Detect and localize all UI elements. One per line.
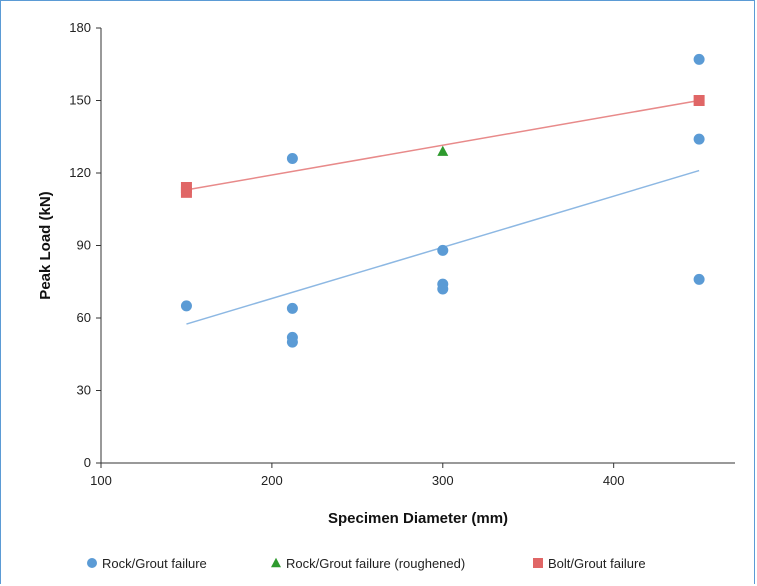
x-axis-title: Specimen Diameter (mm) (328, 510, 508, 527)
legend-marker-circle (87, 558, 97, 568)
trendline-square (186, 99, 700, 191)
legend: Rock/Grout failure Rock/Grout failure (ro… (87, 556, 646, 571)
data-point-circle (286, 336, 298, 348)
y-tick-label: 0 (84, 455, 91, 470)
x-tick-label: 300 (432, 473, 454, 488)
x-tick-label: 100 (90, 473, 112, 488)
data-point-circle (437, 283, 449, 295)
y-tick-label: 60 (77, 310, 91, 325)
legend-marker-square (533, 558, 543, 568)
legend-label: Bolt/Grout failure (548, 556, 646, 571)
y-tick-label: 30 (77, 383, 91, 398)
y-tick-label: 90 (77, 238, 91, 253)
y-axis-title: Peak Load (kN) (37, 191, 54, 299)
legend-marker-triangle (271, 557, 281, 568)
data-point-square (693, 95, 705, 106)
x-tick-label: 200 (261, 473, 283, 488)
data-point-circle (437, 244, 449, 256)
data-point-circle (286, 153, 298, 164)
axes: 0 30 60 90 120 150 180 100 200 300 400 (69, 20, 735, 488)
data-point-circle (693, 133, 705, 145)
y-tick-label: 150 (69, 93, 91, 108)
y-tick-label: 120 (69, 165, 91, 180)
data-point-circle (693, 273, 705, 285)
data-point-circle (286, 302, 298, 314)
data-point-square (180, 186, 192, 198)
data-points (180, 53, 705, 348)
y-tick-label: 180 (69, 20, 91, 35)
data-point-circle (693, 53, 705, 65)
legend-label: Rock/Grout failure (roughened) (286, 556, 465, 571)
data-point-triangle (437, 145, 449, 156)
data-point-circle (180, 300, 192, 312)
legend-label: Rock/Grout failure (102, 556, 207, 571)
x-tick-label: 400 (603, 473, 625, 488)
